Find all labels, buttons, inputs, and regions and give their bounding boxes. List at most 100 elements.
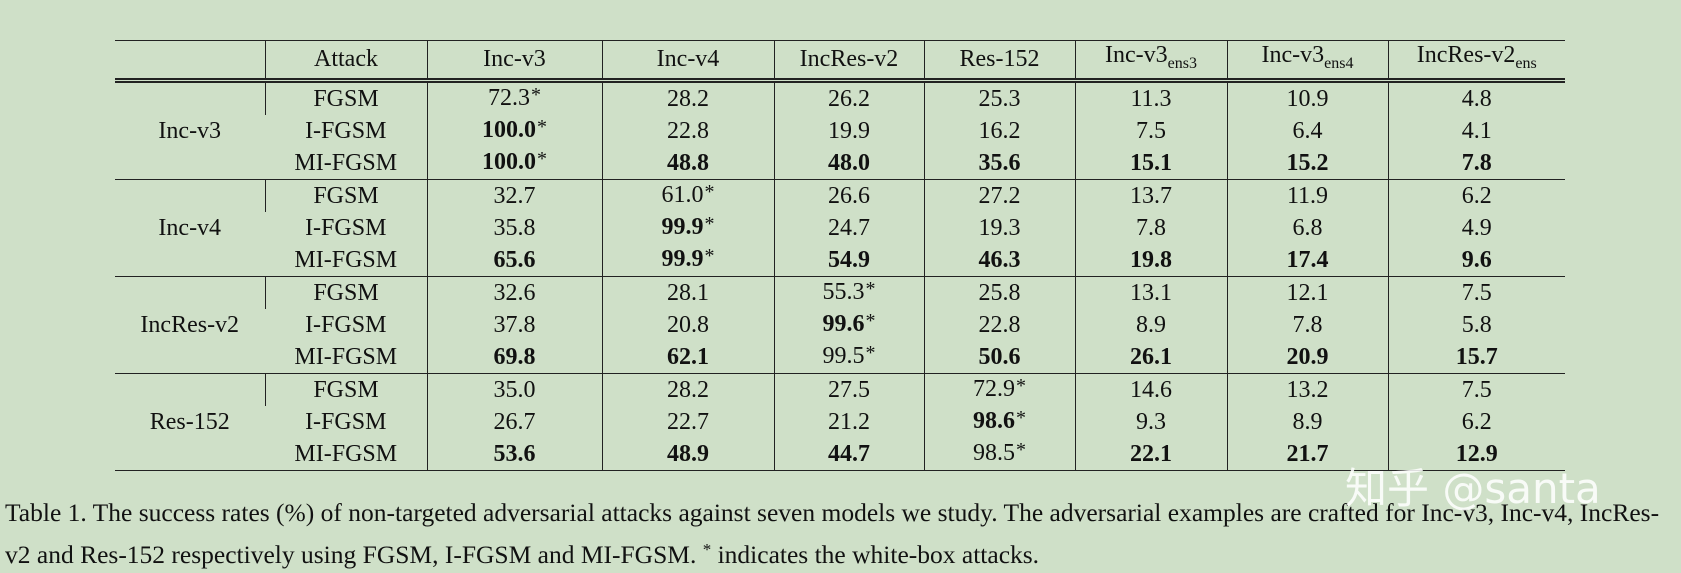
value-text: 24.7 <box>828 214 870 241</box>
value-cell: 25.3 <box>923 80 1075 115</box>
white-box-star: * <box>704 245 715 268</box>
value-text: 5.8 <box>1461 311 1492 338</box>
value-text: 7.5 <box>1461 376 1492 403</box>
value-text: 99.5 <box>822 343 865 370</box>
value-cell: 62.1 <box>601 340 774 374</box>
value-cell: 99.9* <box>601 211 774 244</box>
value-text: 26.1 <box>1130 343 1172 370</box>
header-row: Attack Inc-v3 Inc-v4 IncRes-v2 Res-152 Inc-v3… <box>115 40 1565 83</box>
value-text: 8.9 <box>1292 408 1323 435</box>
attack-cell: MI-FGSM <box>265 340 427 374</box>
value-text: 48.9 <box>667 440 709 467</box>
model-cell: Inc-v3 <box>115 80 265 180</box>
value-cell: 27.5 <box>773 373 924 406</box>
value-text: 20.9 <box>1286 343 1329 370</box>
value-cell: 14.6 <box>1074 373 1227 406</box>
value-cell: 19.8 <box>1074 243 1227 277</box>
value-cell: 35.0 <box>426 373 602 406</box>
value-cell: 22.8 <box>923 308 1075 341</box>
value-cell: 12.9 <box>1387 437 1565 471</box>
value-cell: 61.0* <box>601 179 774 212</box>
attack-cell: I-FGSM <box>305 214 387 241</box>
value-text: 98.5 <box>973 440 1015 467</box>
table-row: MI-FGSM 69.8 62.1 99.5* 50.6 26.1 20.9 15.7 <box>115 340 1565 374</box>
value-text: 48.8 <box>667 149 709 176</box>
value-cell: 15.2 <box>1226 146 1388 180</box>
value-cell: 26.7 <box>426 405 602 438</box>
table-row: Res-152 FGSM 35.0 28.2 27.5 72.9* 14.6 13.2 7.5 <box>115 373 1565 471</box>
results-table: Attack Inc-v3 Inc-v4 IncRes-v2 Res-152 Inc-v3… <box>115 40 1565 471</box>
value-cell: 35.8 <box>426 211 602 244</box>
value-cell: 7.5 <box>1387 373 1565 406</box>
value-text: 22.8 <box>667 117 709 144</box>
header-cell: Res-152 <box>923 40 1075 83</box>
value-cell: 25.8 <box>923 276 1075 309</box>
value-text: 35.0 <box>493 376 536 403</box>
value-cell: 72.3* <box>426 80 602 115</box>
value-text: 65.6 <box>493 246 536 273</box>
value-cell: 27.2 <box>923 179 1075 212</box>
value-cell: 100.0* <box>426 146 602 180</box>
header-cell: Inc-v3ens3 <box>1074 40 1227 83</box>
value-text: 7.5 <box>1461 279 1492 306</box>
header-text: IncRes-v2 <box>1416 42 1516 68</box>
value-text: 27.5 <box>828 376 870 403</box>
value-text: 7.8 <box>1461 149 1492 176</box>
value-text: 22.8 <box>978 311 1021 338</box>
header-text: Attack <box>314 46 378 73</box>
caption-star: * <box>702 540 712 559</box>
attack-cell: MI-FGSM <box>265 243 427 277</box>
value-cell: 21.2 <box>773 405 924 438</box>
value-text: 46.3 <box>978 246 1021 273</box>
value-text: 19.9 <box>828 117 870 144</box>
value-text: 25.8 <box>978 279 1021 306</box>
header-cell: IncRes-v2ens <box>1387 40 1565 83</box>
value-cell: 98.6* <box>923 405 1075 438</box>
value-cell: 20.9 <box>1226 340 1388 374</box>
attack-cell: MI-FGSM <box>265 146 427 180</box>
value-text: 8.9 <box>1136 311 1166 338</box>
white-box-star: * <box>865 310 876 333</box>
value-cell: 44.7 <box>773 437 924 471</box>
value-cell: 7.5 <box>1387 276 1565 309</box>
value-cell: 9.3 <box>1074 405 1227 438</box>
value-cell: 26.1 <box>1074 340 1227 374</box>
value-text: 13.2 <box>1286 376 1329 403</box>
value-cell: 48.8 <box>601 146 774 180</box>
value-text: 7.8 <box>1292 311 1323 338</box>
value-cell: 6.8 <box>1226 211 1388 244</box>
value-cell: 4.1 <box>1387 114 1565 147</box>
value-cell: 15.1 <box>1074 146 1227 180</box>
value-text: 28.2 <box>667 85 709 112</box>
value-text: 19.3 <box>978 214 1021 241</box>
row-group: IncRes-v2 FGSM 32.6 28.1 55.3* 25.8 13.1 12.1 7.… <box>115 276 1565 374</box>
value-text: 28.1 <box>667 279 709 306</box>
value-text: 98.6 <box>973 408 1015 435</box>
value-cell: 6.2 <box>1387 405 1565 438</box>
value-text: 69.8 <box>493 343 536 370</box>
caption-text: Table 1. The success rates (%) of non-ta… <box>5 498 1660 569</box>
value-text: 10.9 <box>1286 85 1329 112</box>
attack-cell: I-FGSM <box>305 311 387 338</box>
table-row: MI-FGSM 53.6 48.9 44.7 98.5* 22.1 21.7 12.9 <box>115 437 1565 471</box>
value-cell: 13.2 <box>1226 373 1388 406</box>
value-cell: 99.9* <box>601 243 774 277</box>
value-text: 26.2 <box>828 85 870 112</box>
value-cell: 69.8 <box>426 340 602 374</box>
value-text: 37.8 <box>493 311 536 338</box>
value-text: 13.1 <box>1130 279 1172 306</box>
value-text: 4.1 <box>1461 117 1492 144</box>
caption-text: indicates the white-box attacks. <box>717 540 1040 569</box>
value-text: 19.8 <box>1130 246 1172 273</box>
value-text: 27.2 <box>978 182 1021 209</box>
value-cell: 6.2 <box>1387 179 1565 212</box>
value-text: 50.6 <box>978 343 1021 370</box>
table-row: Inc-v4 FGSM 32.7 61.0* 26.6 27.2 13.7 11.9 6.2 <box>115 179 1565 277</box>
value-text: 62.1 <box>667 343 709 370</box>
value-text: 21.2 <box>828 408 870 435</box>
value-cell: 5.8 <box>1387 308 1565 341</box>
value-cell: 7.8 <box>1226 308 1388 341</box>
value-text: 99.6 <box>822 311 865 338</box>
value-cell: 15.7 <box>1387 340 1565 374</box>
